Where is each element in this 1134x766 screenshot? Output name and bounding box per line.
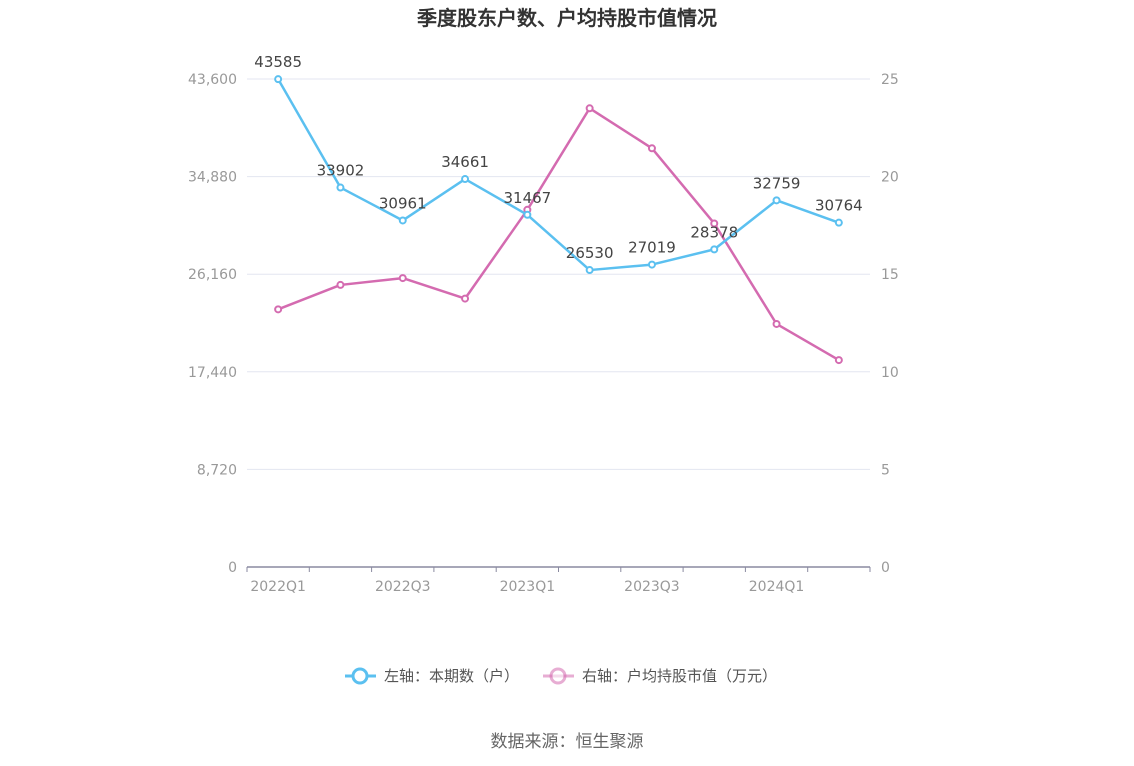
legend-item-right-series[interactable]: 右轴：户均持股市值（万元） (543, 667, 777, 685)
data-label: 32759 (753, 174, 801, 192)
left-axis-tick-label: 43,600 (188, 72, 237, 88)
data-label: 33902 (317, 162, 365, 180)
data-point-left (585, 266, 594, 275)
x-axis-tick-label: 2022Q1 (250, 579, 306, 595)
data-label: 28378 (690, 223, 738, 241)
data-point-right (710, 219, 719, 228)
right-axis-tick-label: 5 (881, 462, 890, 478)
x-axis-tick-label: 2024Q1 (749, 579, 805, 595)
right-axis-tick-label: 25 (881, 72, 899, 88)
x-axis-tick-label: 2023Q3 (624, 579, 680, 595)
legend-label-left: 左轴：本期数（户） (384, 667, 519, 685)
data-label: 27019 (628, 239, 676, 257)
legend-item-left-series[interactable]: 左轴：本期数（户） (345, 667, 519, 685)
data-point-right (336, 280, 345, 289)
data-point-left (461, 175, 470, 184)
data-label: 31467 (503, 189, 551, 207)
data-label: 30764 (815, 197, 863, 215)
left-axis-tick-label: 8,720 (197, 462, 237, 478)
data-labels: 43585 33902 30961 34661 31467 26530 27019 28378… (254, 53, 862, 262)
data-point-right (274, 305, 283, 314)
legend-marker-left (351, 667, 369, 685)
data-point-left (523, 210, 532, 219)
data-point-right (647, 144, 656, 153)
data-point-right (772, 319, 781, 328)
right-axis-tick-label: 0 (881, 560, 890, 576)
legend-marker-right (549, 667, 567, 685)
series-line-left (277, 78, 840, 272)
data-point-right (461, 294, 470, 303)
legend[interactable]: 左轴：本期数（户） 右轴：户均持股市值（万元） (345, 667, 777, 685)
left-axis-tick-label: 17,440 (188, 365, 237, 381)
data-label: 26530 (566, 244, 614, 262)
data-point-right (834, 356, 843, 365)
legend-label-right: 右轴：户均持股市值（万元） (582, 667, 777, 685)
x-axis-tick-label: 2023Q1 (500, 579, 556, 595)
right-axis-tick-label: 20 (881, 170, 899, 186)
left-axis-tick-label: 0 (228, 560, 237, 576)
data-label: 30961 (379, 194, 427, 212)
left-axis-tick-label: 34,880 (188, 170, 237, 186)
data-point-left (398, 216, 407, 225)
source-note: 数据来源：恒生聚源 (491, 732, 644, 752)
x-axis-tick-label: 2022Q3 (375, 579, 431, 595)
chart-title: 季度股东户数、户均持股市值情况 (416, 6, 717, 30)
data-point-left (336, 183, 345, 192)
left-axis-tick-label: 26,160 (188, 267, 237, 283)
data-point-left (772, 196, 781, 205)
axes: 0 0 8,720 5 17,440 10 26,160 15 34,880 20 43,600 25… (188, 72, 899, 595)
data-point-left (274, 75, 283, 84)
data-point-left (834, 218, 843, 227)
grid (247, 78, 870, 470)
data-point-right (398, 274, 407, 283)
series-line-right (277, 107, 840, 362)
right-axis-tick-label: 15 (881, 267, 899, 283)
data-label: 43585 (254, 53, 302, 71)
data-label: 34661 (441, 153, 489, 171)
data-point-left (647, 260, 656, 269)
data-point-left (710, 245, 719, 254)
right-axis-tick-label: 10 (881, 365, 899, 381)
series (274, 75, 843, 365)
data-point-right (585, 104, 594, 113)
